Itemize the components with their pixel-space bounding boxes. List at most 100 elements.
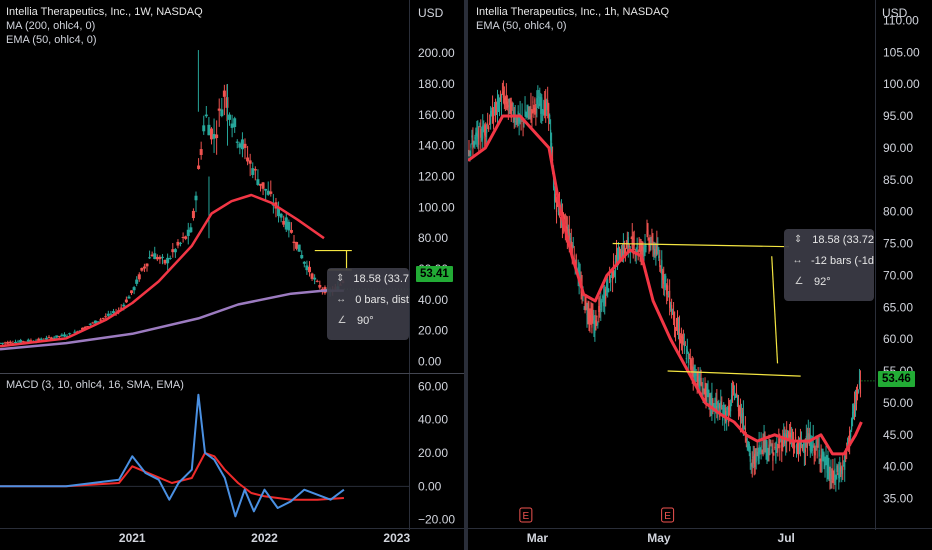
candle-body [714,403,716,411]
candle-body [709,394,711,405]
right-measure-tooltip: ⇕ 18.58 (33.72 ↔ -12 bars (-1d ∠ 92° [784,229,874,301]
candle-body [269,191,273,194]
candle-body [526,111,528,116]
candle-body [477,130,479,139]
candle-body [685,358,687,360]
candle-body [762,436,764,448]
candle-body [591,313,593,328]
candle-body [220,109,224,117]
candle-body [756,448,758,450]
ma-indicator-label[interactable]: MA (200, ohlc4, 0) [6,20,96,32]
candle-body [695,372,697,376]
macd-signal-line [0,452,344,501]
candle-body [721,408,723,410]
candle-body [611,272,613,274]
candle-body [627,237,629,248]
candle-body [644,241,646,245]
candle-body [552,175,555,188]
measure-angle-text: 90° [357,314,374,327]
candle-body [106,313,110,316]
candle-body [533,107,535,112]
candle-body [632,237,634,255]
candle-body [512,110,514,117]
candle-body [546,102,548,108]
right-ema-indicator-label[interactable]: EMA (50, ohlc4, 0) [476,20,567,32]
candle-body [653,248,655,255]
candle-body [780,439,782,441]
candle-body [727,407,729,410]
candle-body [88,323,92,325]
candle-body [636,243,638,249]
candle-body [717,402,719,408]
candle-body [778,438,780,444]
candle-body [742,412,744,428]
candle-body [656,244,658,254]
candle-body [851,411,854,420]
candle-body [702,387,704,391]
candle-body [6,341,10,344]
candle-body [261,182,265,189]
candle-body [222,90,226,97]
candle-body [666,285,668,295]
candle-body [282,220,286,225]
candle-body [848,441,850,446]
candle-body [527,105,529,112]
candle-body [277,207,281,217]
x-tick-label: 2022 [251,531,278,545]
candle-body [700,378,702,386]
candle-body [476,133,478,137]
candle-body [604,289,606,304]
macd-y-tick-label: 0.00 [418,479,442,493]
candle-body [789,434,791,438]
left-chart-panel[interactable]: 200.00 180.00 160.00 140.00 120.00 100.00 80.0… [0,0,464,550]
candle-body [532,101,534,103]
candle-body [763,438,765,451]
y-tick-label: 80.00 [883,205,913,219]
candle-body [52,337,56,339]
candle-body [264,188,268,191]
candle-body [724,407,726,419]
candle-body [680,336,683,339]
candle-body [611,268,614,280]
candle-body [207,124,211,136]
candle-body [509,99,511,114]
candle-body [819,458,821,462]
candle-body [559,217,562,219]
candle-body [47,336,51,338]
candle-body [492,115,495,121]
candle-body [772,443,774,461]
candle-body [621,250,624,259]
candle-body [199,149,203,155]
candle-body [540,103,542,114]
x-tick-label: 2023 [383,531,410,545]
candle-body [243,143,247,148]
ma-200-line [0,289,344,351]
candle-body [730,402,732,412]
y-tick-label: 65.00 [883,300,913,314]
candle-body [652,241,654,250]
candle-body [594,320,596,333]
macd-indicator-label[interactable]: MACD (3, 10, ohlc4, 16, SMA, EMA) [6,379,184,391]
candle-body [480,128,482,138]
candle-body [679,338,682,343]
y-tick-label: 60.00 [883,332,913,346]
candle-body [470,144,472,148]
candle-body [184,236,188,239]
candle-body [305,265,309,271]
right-chart-panel[interactable]: 110.00 105.00 100.00 95.00 90.00 85.00 80.00 75… [468,0,932,550]
candle-body [511,102,513,107]
candle-body [672,313,675,321]
earnings-marker-letter: E [523,511,530,522]
candle-body [817,446,819,448]
candle-body [634,254,636,256]
measure-top-line [612,242,790,248]
panel-divider[interactable] [464,0,468,550]
candle-body [475,132,477,136]
candle-body [171,249,175,253]
ema-indicator-label[interactable]: EMA (50, ohlc4, 0) [6,34,97,46]
candle-body [675,318,678,331]
candle-body [549,114,551,124]
candle-body [19,339,23,343]
candle-body [629,252,631,254]
candle-body [212,134,216,139]
